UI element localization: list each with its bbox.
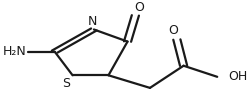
Text: OH: OH bbox=[228, 70, 248, 83]
Text: O: O bbox=[169, 24, 178, 37]
Text: N: N bbox=[88, 15, 97, 28]
Text: H₂N: H₂N bbox=[3, 45, 27, 58]
Text: S: S bbox=[62, 77, 70, 90]
Text: O: O bbox=[134, 1, 144, 14]
